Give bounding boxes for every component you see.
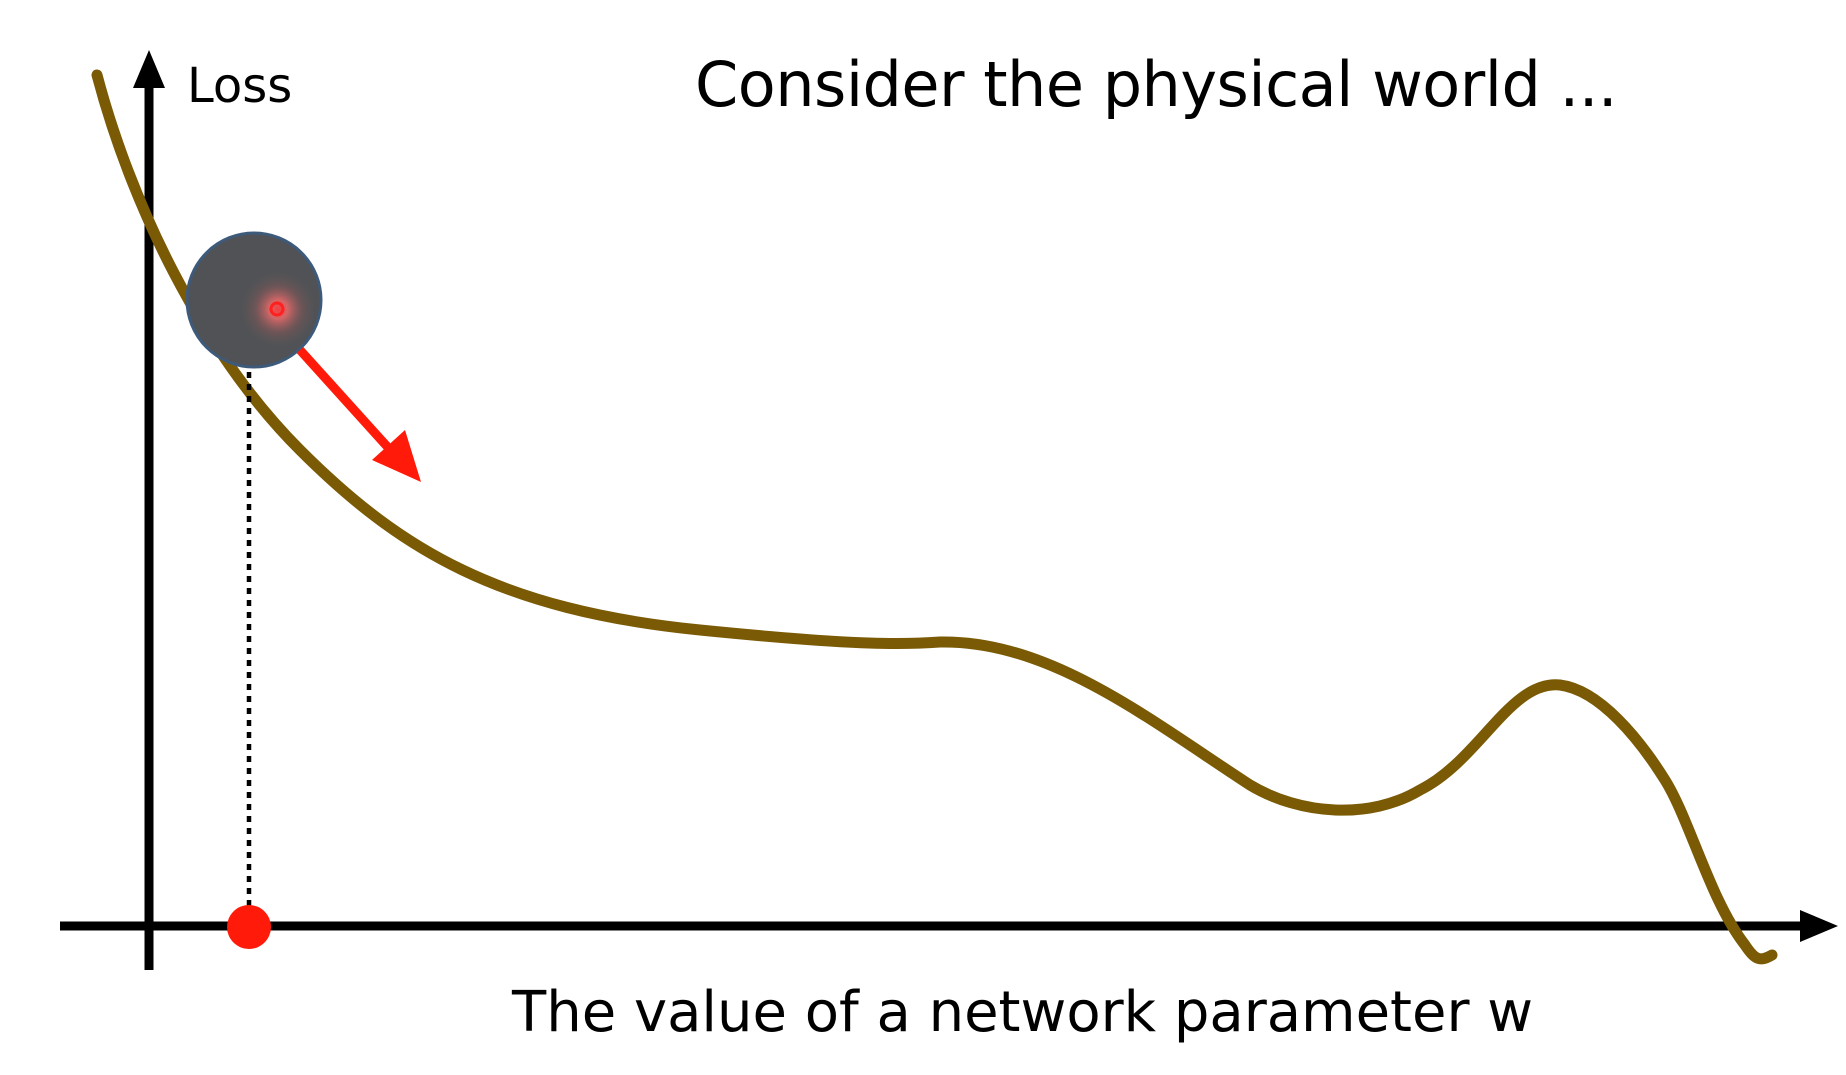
y-axis-arrowhead	[133, 50, 165, 88]
ball-icon	[185, 231, 323, 369]
loss-curve	[91, 69, 1778, 965]
x-axis-label: The value of a network parameter w	[512, 980, 1534, 1045]
x-axis	[60, 910, 1838, 942]
downhill-arrow-icon	[296, 346, 421, 482]
parameter-marker-icon	[227, 905, 271, 949]
diagram-title: Consider the physical world ...	[695, 48, 1618, 121]
y-axis-label: Loss	[187, 58, 293, 114]
x-axis-arrowhead	[1800, 910, 1838, 942]
